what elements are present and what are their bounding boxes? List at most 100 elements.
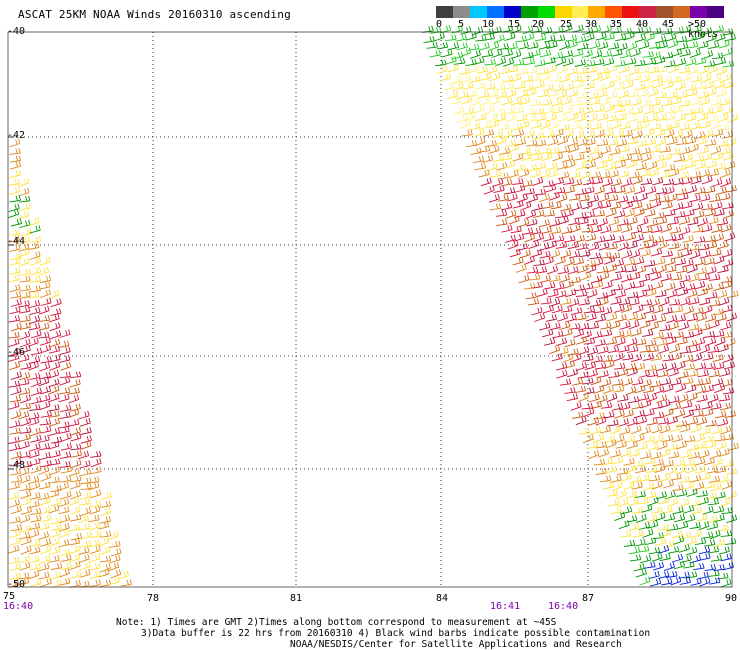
wind-barb — [18, 248, 30, 258]
wind-barb — [542, 328, 554, 338]
wind-barb — [657, 369, 669, 378]
wind-barb — [19, 291, 31, 299]
wind-barb — [457, 90, 469, 99]
y-tick-label: -50 — [7, 579, 26, 590]
wind-barb — [650, 248, 663, 257]
wind-barb — [559, 74, 571, 83]
wind-barb — [59, 329, 71, 338]
wind-barb — [619, 321, 631, 330]
wind-barb — [518, 168, 530, 178]
wind-barb — [80, 440, 92, 450]
note-line-1: Note: 1) Times are GMT 2)Times along bot… — [116, 617, 557, 628]
wind-barb — [656, 187, 668, 195]
wind-barb — [539, 72, 552, 82]
wind-barb — [60, 432, 72, 442]
wind-barb — [699, 193, 711, 202]
legend-swatch — [588, 6, 606, 18]
wind-barb — [612, 456, 624, 465]
wind-barb — [664, 490, 676, 500]
wind-barb — [718, 546, 730, 555]
wind-barb — [562, 82, 574, 92]
wind-barb — [474, 137, 486, 147]
wind-barb — [687, 443, 700, 451]
legend-label: 10 — [482, 19, 495, 30]
wind-barb — [583, 210, 595, 220]
wind-barb — [534, 162, 546, 170]
wind-barb — [50, 308, 62, 317]
wind-barb — [582, 106, 594, 116]
wind-barb — [556, 193, 568, 203]
wind-barb — [19, 330, 31, 341]
wind-barb — [610, 506, 622, 515]
wind-barb — [489, 72, 501, 82]
wind-barb — [639, 248, 652, 257]
wind-barb — [665, 234, 677, 242]
wind-barb — [715, 313, 727, 322]
wind-barb — [58, 506, 70, 515]
wind-barb — [555, 90, 567, 100]
wind-barb — [20, 496, 32, 507]
wind-barb — [702, 408, 714, 417]
wind-barb — [718, 296, 730, 306]
wind-barb — [683, 561, 695, 569]
wind-barb — [639, 99, 651, 108]
wind-barb — [594, 338, 606, 347]
wind-barb — [581, 402, 594, 410]
wind-barb — [474, 162, 487, 171]
wind-barb — [27, 337, 39, 347]
wind-barb — [558, 146, 571, 153]
wind-barb — [568, 298, 580, 307]
wind-barb — [726, 312, 738, 322]
wind-barb — [668, 168, 680, 178]
legend-swatch — [486, 6, 505, 18]
wind-barb — [655, 362, 668, 372]
wind-barb — [69, 371, 82, 379]
wind-barb — [38, 571, 50, 580]
wind-barb — [20, 506, 33, 515]
wind-barb — [625, 385, 637, 396]
wind-barb — [646, 417, 658, 426]
wind-barb — [607, 345, 620, 354]
wind-barb — [40, 578, 52, 587]
wind-barb — [556, 113, 568, 122]
wind-barb — [661, 332, 673, 339]
wind-barb — [649, 122, 662, 131]
wind-barb — [652, 305, 664, 314]
wind-barb — [587, 146, 600, 156]
wind-barb — [552, 25, 564, 34]
wind-barb — [645, 288, 657, 297]
wind-barb — [473, 56, 485, 65]
wind-barb — [643, 385, 655, 394]
wind-barb — [571, 307, 583, 315]
wind-barb — [557, 216, 569, 225]
wind-barb — [652, 235, 665, 244]
wind-barb — [19, 195, 31, 203]
wind-barb — [519, 249, 531, 259]
wind-barb — [638, 65, 650, 74]
wind-barb — [604, 255, 616, 265]
wind-barb — [658, 170, 671, 179]
wind-barb — [727, 290, 739, 299]
wind-barb — [678, 571, 690, 579]
wind-barb — [690, 74, 703, 83]
wind-barb — [623, 185, 636, 195]
wind-barb — [714, 383, 726, 394]
wind-barb — [678, 543, 690, 553]
wind-barb — [48, 417, 61, 427]
wind-barb — [695, 57, 707, 66]
wind-barb — [631, 201, 643, 210]
wind-barbs — [7, 23, 739, 589]
wind-barb — [583, 386, 595, 396]
wind-barb — [615, 489, 627, 499]
wind-barb — [426, 41, 438, 49]
wind-barb — [542, 83, 554, 92]
wind-barb — [596, 292, 609, 300]
wind-barb — [19, 474, 31, 484]
wind-barb — [20, 536, 32, 546]
wind-barb — [616, 368, 629, 377]
wind-barb — [648, 570, 660, 580]
wind-barb — [685, 571, 698, 579]
wind-barb — [549, 226, 562, 234]
wind-barb — [69, 506, 81, 515]
